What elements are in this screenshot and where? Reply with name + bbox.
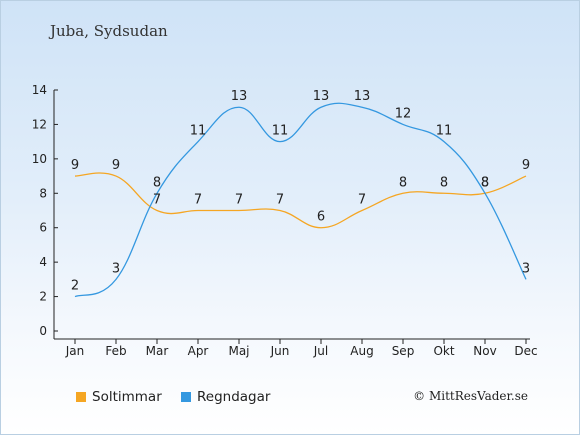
legend-swatch-soltimmar [76, 392, 86, 402]
y-tick-label: 0 [39, 324, 47, 338]
y-tick-label: 14 [32, 83, 47, 97]
data-label-soltimmar: 8 [440, 175, 448, 190]
data-label-soltimmar: 7 [358, 193, 366, 208]
axes: 0 2 4 6 8 10 12 14 Jan Feb Mar Apr Maj Jun Jul Aug Sep Ok… [32, 83, 538, 358]
data-label-soltimmar: 7 [153, 193, 161, 208]
x-tick-label: Okt [433, 344, 454, 358]
data-label-soltimmar: 7 [235, 193, 243, 208]
x-tick-label: Apr [188, 344, 209, 358]
y-tick-label: 4 [39, 255, 47, 269]
data-label-regndagar: 8 [153, 175, 161, 190]
data-label-regndagar: 3 [112, 261, 120, 276]
x-tick-label: Nov [473, 344, 496, 358]
data-label-regndagar: 11 [436, 124, 453, 139]
series-line-regndagar [74, 102, 527, 298]
legend-item-regndagar: Regndagar [181, 389, 270, 405]
data-label-regndagar: 11 [190, 124, 207, 139]
x-tick-label: Jul [313, 344, 328, 358]
x-tick-label: Dec [514, 344, 537, 358]
legend-swatch-regndagar [181, 392, 191, 402]
x-tick-label: Feb [105, 344, 126, 358]
data-label-soltimmar: 8 [399, 175, 407, 190]
data-label-regndagar: 2 [71, 279, 79, 294]
x-tick-label: Mar [146, 344, 169, 358]
x-tick-label: Jan [65, 344, 85, 358]
data-label-soltimmar: 9 [112, 158, 120, 173]
y-tick-label: 6 [39, 221, 47, 235]
series-line-soltimmar [74, 172, 527, 229]
data-label-regndagar: 12 [395, 106, 412, 121]
x-tick-label: Sep [392, 344, 415, 358]
data-label-regndagar: 13 [231, 89, 248, 104]
data-label-soltimmar: 8 [481, 175, 489, 190]
data-label-regndagar: 8 [481, 175, 489, 190]
x-tick-label: Aug [350, 344, 373, 358]
data-label-soltimmar: 6 [317, 210, 325, 225]
legend-item-soltimmar: Soltimmar [76, 389, 162, 405]
data-label-soltimmar: 9 [522, 158, 530, 173]
chart-title: Juba, Sydsudan [50, 22, 168, 40]
x-tick-label: Maj [228, 344, 249, 358]
y-tick-label: 10 [32, 152, 47, 166]
data-label-soltimmar: 9 [71, 158, 79, 173]
data-label-regndagar: 13 [354, 89, 371, 104]
data-label-regndagar: 13 [313, 89, 330, 104]
series-lines [74, 102, 527, 298]
data-label-soltimmar: 7 [276, 193, 284, 208]
x-tick-label: Jun [270, 344, 290, 358]
data-label-regndagar: 3 [522, 261, 530, 276]
legend-label-soltimmar: Soltimmar [92, 389, 162, 405]
y-tick-label: 12 [32, 117, 47, 131]
copyright-text: © MittResVader.se [413, 389, 528, 403]
y-tick-label: 2 [39, 290, 47, 304]
data-label-soltimmar: 7 [194, 193, 202, 208]
data-label-regndagar: 11 [272, 124, 289, 139]
legend-label-regndagar: Regndagar [197, 389, 271, 405]
y-tick-label: 8 [39, 186, 47, 200]
